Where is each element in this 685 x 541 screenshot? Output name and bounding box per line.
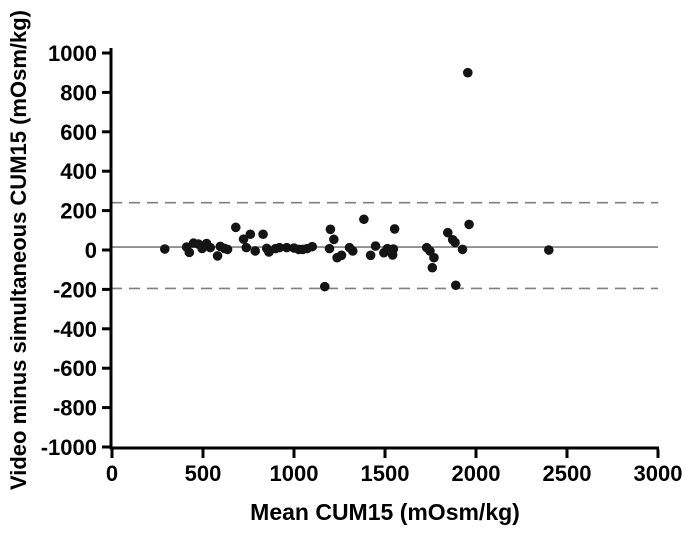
data-point — [365, 250, 376, 261]
x-tick-label: 3000 — [634, 461, 683, 486]
data-point — [281, 242, 292, 253]
data-point — [325, 224, 336, 235]
data-point — [464, 219, 474, 230]
y-tick-label: 0 — [85, 238, 97, 263]
data-point — [258, 229, 268, 240]
y-tick-label: -400 — [53, 317, 97, 342]
x-tick-label: 1500 — [361, 461, 410, 486]
data-point — [245, 229, 256, 240]
data-point — [347, 246, 358, 256]
y-tick-label: -600 — [53, 356, 97, 381]
data-point — [429, 252, 439, 263]
data-point — [212, 251, 223, 261]
data-point — [450, 280, 461, 291]
y-tick-label: -1000 — [41, 435, 97, 460]
y-tick-label: 200 — [60, 199, 97, 224]
y-tick-label: 400 — [60, 159, 97, 184]
x-tick-label: 500 — [185, 461, 222, 486]
data-point — [184, 247, 195, 258]
data-point — [241, 242, 252, 253]
y-tick-label: -800 — [53, 396, 97, 421]
data-point — [336, 250, 347, 261]
data-point — [457, 244, 468, 255]
data-point — [427, 262, 438, 273]
x-axis-title: Mean CUM15 (mOsm/kg) — [250, 499, 520, 525]
y-axis-title: Video minus simultaneous CUM15 (mOsm/kg) — [6, 10, 31, 490]
x-tick-label: 2000 — [452, 461, 501, 486]
x-tick-label: 1000 — [270, 461, 319, 486]
data-point — [388, 244, 399, 254]
data-point — [307, 241, 318, 252]
data-point — [450, 237, 460, 248]
data-point — [250, 246, 261, 256]
data-point — [274, 242, 285, 253]
data-point — [319, 281, 330, 292]
x-tick-label: 0 — [106, 461, 118, 486]
data-point — [329, 234, 339, 245]
y-tick-label: 800 — [60, 80, 97, 105]
data-point — [389, 224, 400, 234]
data-point — [222, 244, 233, 255]
y-tick-label: -200 — [53, 277, 97, 302]
data-point — [370, 241, 381, 251]
data-point — [463, 67, 473, 78]
x-tick-label: 2500 — [543, 461, 592, 486]
data-point — [205, 242, 216, 253]
data-point — [230, 222, 241, 233]
data-point — [238, 234, 249, 244]
data-point — [359, 214, 369, 225]
data-point — [442, 227, 453, 238]
data-point — [159, 244, 170, 254]
data-points-layer — [159, 67, 554, 292]
data-point — [544, 245, 554, 255]
data-point — [324, 243, 335, 254]
y-tick-label: 600 — [60, 120, 97, 145]
y-tick-label: 1000 — [48, 41, 97, 66]
